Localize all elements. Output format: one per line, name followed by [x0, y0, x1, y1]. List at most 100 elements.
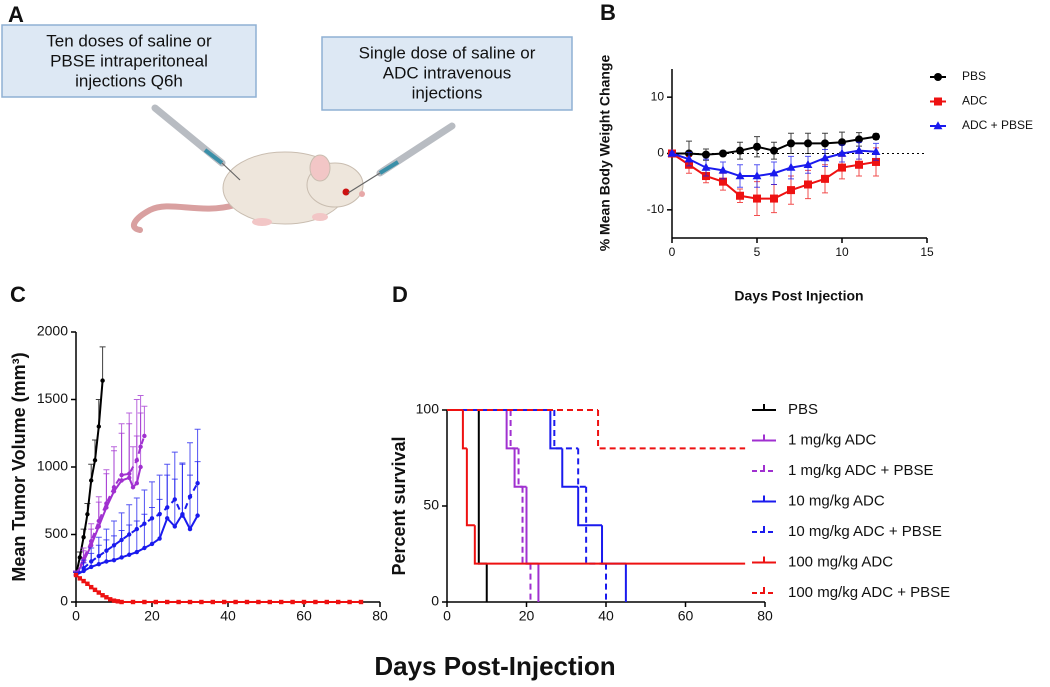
- legend-symbol: [752, 587, 776, 594]
- survival-step: [577, 448, 587, 488]
- survival-step: [461, 410, 467, 450]
- marker: [138, 444, 143, 449]
- marker: [787, 139, 795, 148]
- marker: [134, 526, 139, 532]
- marker: [838, 138, 846, 147]
- marker: [210, 599, 215, 605]
- legend-label: 1 mg/kg ADC: [788, 431, 877, 448]
- marker: [279, 599, 284, 605]
- legend-label: PBS: [788, 401, 818, 418]
- marker: [324, 599, 329, 605]
- marker: [119, 478, 124, 483]
- marker: [787, 186, 795, 195]
- marker: [770, 146, 778, 155]
- legend-symbol: [752, 434, 776, 442]
- marker: [165, 516, 170, 521]
- y-tick-label: 100: [416, 401, 440, 417]
- marker: [770, 194, 778, 203]
- marker: [358, 599, 364, 605]
- box-text: Ten doses of saline or: [46, 31, 212, 50]
- marker: [855, 135, 863, 144]
- marker: [119, 555, 124, 560]
- text-box: [1, 24, 257, 98]
- y-tick-label: 1500: [37, 390, 68, 406]
- marker: [267, 599, 272, 605]
- marker: [100, 378, 105, 383]
- marker: [667, 148, 677, 157]
- mouse-illustration: [130, 104, 456, 233]
- error-bar: [126, 412, 133, 474]
- legend-symbol: [752, 495, 776, 503]
- x-tick-label: 20: [144, 608, 160, 624]
- legend-marker: [934, 73, 942, 81]
- marker: [735, 171, 745, 180]
- legend-symbol: [752, 556, 776, 564]
- panel-label: D: [392, 282, 408, 307]
- marker: [187, 494, 193, 499]
- marker: [804, 180, 812, 189]
- legend-label: ADC + PBSE: [962, 118, 1033, 132]
- legend-label: 10 mg/kg ADC: [788, 492, 885, 509]
- marker: [736, 146, 744, 155]
- marker: [256, 599, 261, 605]
- marker: [702, 150, 710, 159]
- marker: [96, 424, 102, 429]
- marker: [187, 599, 193, 605]
- survival-step: [505, 410, 515, 450]
- error-bar: [141, 405, 148, 436]
- error-bar: [95, 536, 102, 557]
- marker: [290, 599, 295, 605]
- survival-step: [549, 410, 563, 450]
- panel-label: A: [8, 2, 24, 27]
- error-bar: [95, 399, 102, 427]
- y-tick-label: 0: [60, 593, 68, 609]
- marker: [753, 142, 761, 151]
- marker: [719, 149, 727, 158]
- marker: [130, 599, 136, 605]
- error-bar: [141, 489, 148, 524]
- error-bar: [133, 399, 140, 461]
- marker: [149, 541, 155, 547]
- error-bar: [149, 481, 155, 519]
- x-tick-label: 10: [835, 245, 849, 259]
- marker: [119, 472, 124, 478]
- error-bar: [103, 528, 110, 551]
- marker: [89, 539, 94, 544]
- marker: [142, 433, 147, 439]
- error-bar: [179, 463, 186, 516]
- box-text: injections: [412, 83, 483, 102]
- error-bar: [88, 463, 95, 481]
- x-tick-label: 40: [220, 608, 236, 624]
- marker: [804, 139, 812, 148]
- error-bar: [194, 428, 201, 484]
- marker: [153, 599, 158, 605]
- legend-symbol: [752, 404, 776, 411]
- marker: [142, 545, 147, 551]
- series-line: [75, 482, 199, 576]
- marker: [92, 587, 98, 593]
- marker: [115, 599, 120, 604]
- legend-label: 100 mg/kg ADC + PBSE: [788, 584, 950, 601]
- marker: [165, 505, 170, 510]
- x-tick-label: 0: [443, 608, 451, 624]
- marker: [85, 512, 90, 517]
- x-tick-label: 0: [669, 245, 676, 259]
- marker: [134, 549, 139, 555]
- y-tick-label: 500: [45, 525, 69, 541]
- error-bar: [111, 520, 117, 546]
- marker: [134, 481, 139, 486]
- x-axis-label: Days Post Injection: [734, 288, 863, 304]
- marker: [736, 191, 744, 200]
- marker: [111, 543, 117, 548]
- marker: [104, 548, 109, 553]
- x-tick-label: 15: [920, 245, 934, 259]
- x-tick-label: 20: [519, 608, 535, 624]
- marker: [165, 599, 170, 605]
- marker: [172, 524, 177, 529]
- survival-step: [601, 525, 626, 565]
- marker: [127, 532, 132, 537]
- error-bar: [118, 512, 125, 540]
- box-text: PBSE intraperitoneal: [50, 51, 208, 70]
- marker: [130, 485, 136, 490]
